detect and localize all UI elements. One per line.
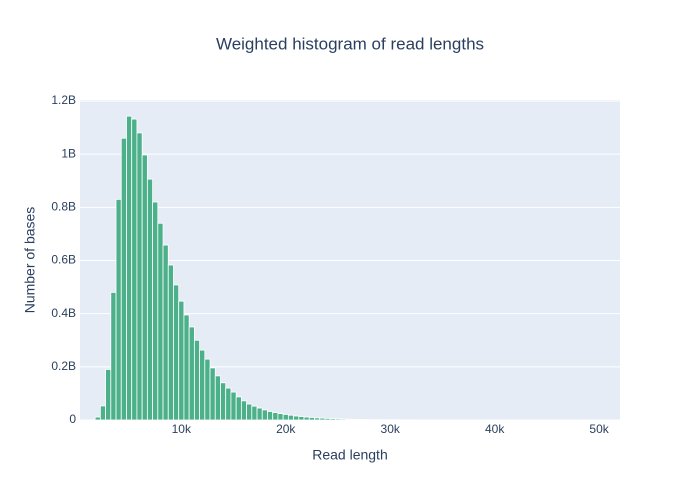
y-axis-title: Number of bases: [22, 207, 38, 314]
bar: [230, 391, 237, 421]
y-tick-label: 0.6B: [51, 253, 76, 267]
bar: [298, 416, 305, 421]
bar: [287, 414, 294, 421]
bar: [152, 201, 159, 421]
bar: [173, 284, 180, 421]
x-tick-label: 40k: [485, 422, 505, 436]
bar: [235, 396, 242, 421]
bar: [272, 412, 279, 421]
bar: [136, 132, 143, 421]
bar: [131, 118, 138, 421]
bar: [324, 418, 331, 421]
bar: [340, 418, 347, 421]
bar: [99, 405, 106, 421]
bar: [240, 400, 247, 421]
bar: [188, 326, 195, 421]
x-tick-label: 10k: [172, 422, 192, 436]
bar: [94, 416, 101, 421]
bar: [146, 178, 153, 421]
bar: [350, 418, 357, 421]
bar: [345, 418, 352, 421]
y-tick-label: 0.8B: [51, 200, 76, 214]
bar: [246, 403, 253, 421]
bar: [199, 349, 206, 421]
bar: [256, 407, 263, 421]
bar: [115, 198, 122, 421]
bar: [193, 339, 200, 421]
chart-title: Weighted histogram of read lengths: [216, 34, 484, 53]
bar: [126, 115, 133, 421]
x-tick-label: 20k: [276, 422, 296, 436]
bar: [303, 416, 310, 421]
bar: [141, 154, 148, 421]
bar: [267, 411, 274, 421]
bar: [204, 358, 211, 421]
bar: [167, 264, 174, 421]
bar: [183, 314, 190, 421]
bar: [282, 414, 289, 421]
bar: [120, 137, 127, 421]
y-tick-label: 0.2B: [51, 359, 76, 373]
bar: [319, 417, 326, 421]
bar: [314, 417, 321, 421]
bar: [162, 244, 169, 421]
bar: [105, 369, 112, 421]
bar: [308, 417, 315, 421]
bar: [355, 418, 362, 421]
bar: [261, 409, 268, 421]
bar: [277, 413, 284, 421]
bar: [178, 300, 185, 421]
bar: [329, 418, 336, 421]
bar: [361, 419, 368, 421]
y-tick-label: 0.4B: [51, 306, 76, 320]
x-axis-title: Read length: [312, 447, 388, 463]
bar: [225, 387, 232, 421]
bar: [157, 222, 164, 421]
y-tick-label: 0: [69, 412, 76, 426]
y-tick-label: 1.2B: [51, 93, 76, 107]
x-tick-label: 30k: [381, 422, 401, 436]
bar: [220, 382, 227, 421]
bar: [293, 415, 300, 421]
x-tick-label: 50k: [589, 422, 609, 436]
bar: [251, 405, 258, 421]
bar: [214, 375, 221, 421]
bar: [209, 367, 216, 421]
y-tick-label: 1B: [61, 146, 76, 160]
bar: [110, 291, 117, 421]
bar: [334, 418, 341, 421]
